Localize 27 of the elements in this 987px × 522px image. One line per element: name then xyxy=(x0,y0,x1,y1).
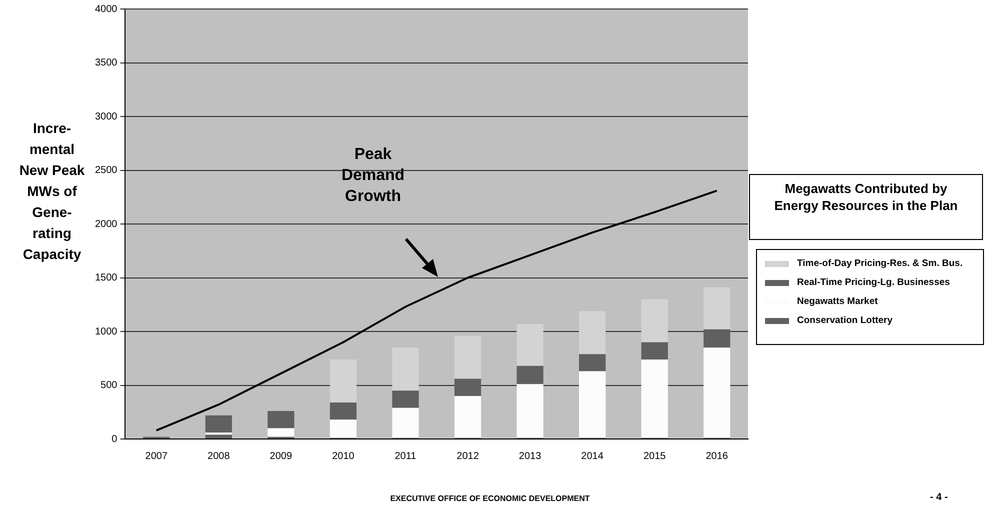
y-tick-label: 0 xyxy=(112,434,118,445)
legend-label: Time-of-Day Pricing-Res. & Sm. Bus. xyxy=(797,258,963,269)
y-tick-label: 3500 xyxy=(94,58,118,68)
x-tick-label: 2010 xyxy=(332,450,355,462)
x-tick-label: 2007 xyxy=(145,450,168,462)
x-tick-label: 2009 xyxy=(270,450,292,462)
x-tick-label: 2016 xyxy=(706,450,728,462)
x-tick-label: 2013 xyxy=(518,450,542,462)
y-tick-label: 500 xyxy=(100,380,118,391)
text: EXECUTIVE OFFICE OF ECONOMIC DEVELOPMENT xyxy=(389,494,591,503)
legend-label: Conservation Lottery xyxy=(797,315,893,326)
legend-title: Megawatts Contributed by Energy Resources in the Plan xyxy=(749,174,983,240)
y-tick-label: 4000 xyxy=(94,4,118,15)
x-tick-label: 2012 xyxy=(456,450,480,462)
y-tick-label: 3000 xyxy=(94,111,118,122)
x-tick-label: 2015 xyxy=(643,450,666,462)
legend-label: Real-Time Pricing-Lg. Businesses xyxy=(797,277,950,288)
y-tick-label: 1500 xyxy=(94,272,118,284)
x-tick-label: 2014 xyxy=(581,450,604,462)
annotation: Peak Demand Growth xyxy=(340,145,406,207)
y-tick-label: 2500 xyxy=(94,165,118,176)
x-tick-label: 2008 xyxy=(208,450,230,462)
text: - 4 - xyxy=(930,492,948,503)
text: Negawatts Market xyxy=(797,296,878,307)
x-tick-label: 2011 xyxy=(394,450,417,462)
y-tick-label: 1000 xyxy=(94,326,118,338)
y-tick-label: 2000 xyxy=(94,218,118,230)
